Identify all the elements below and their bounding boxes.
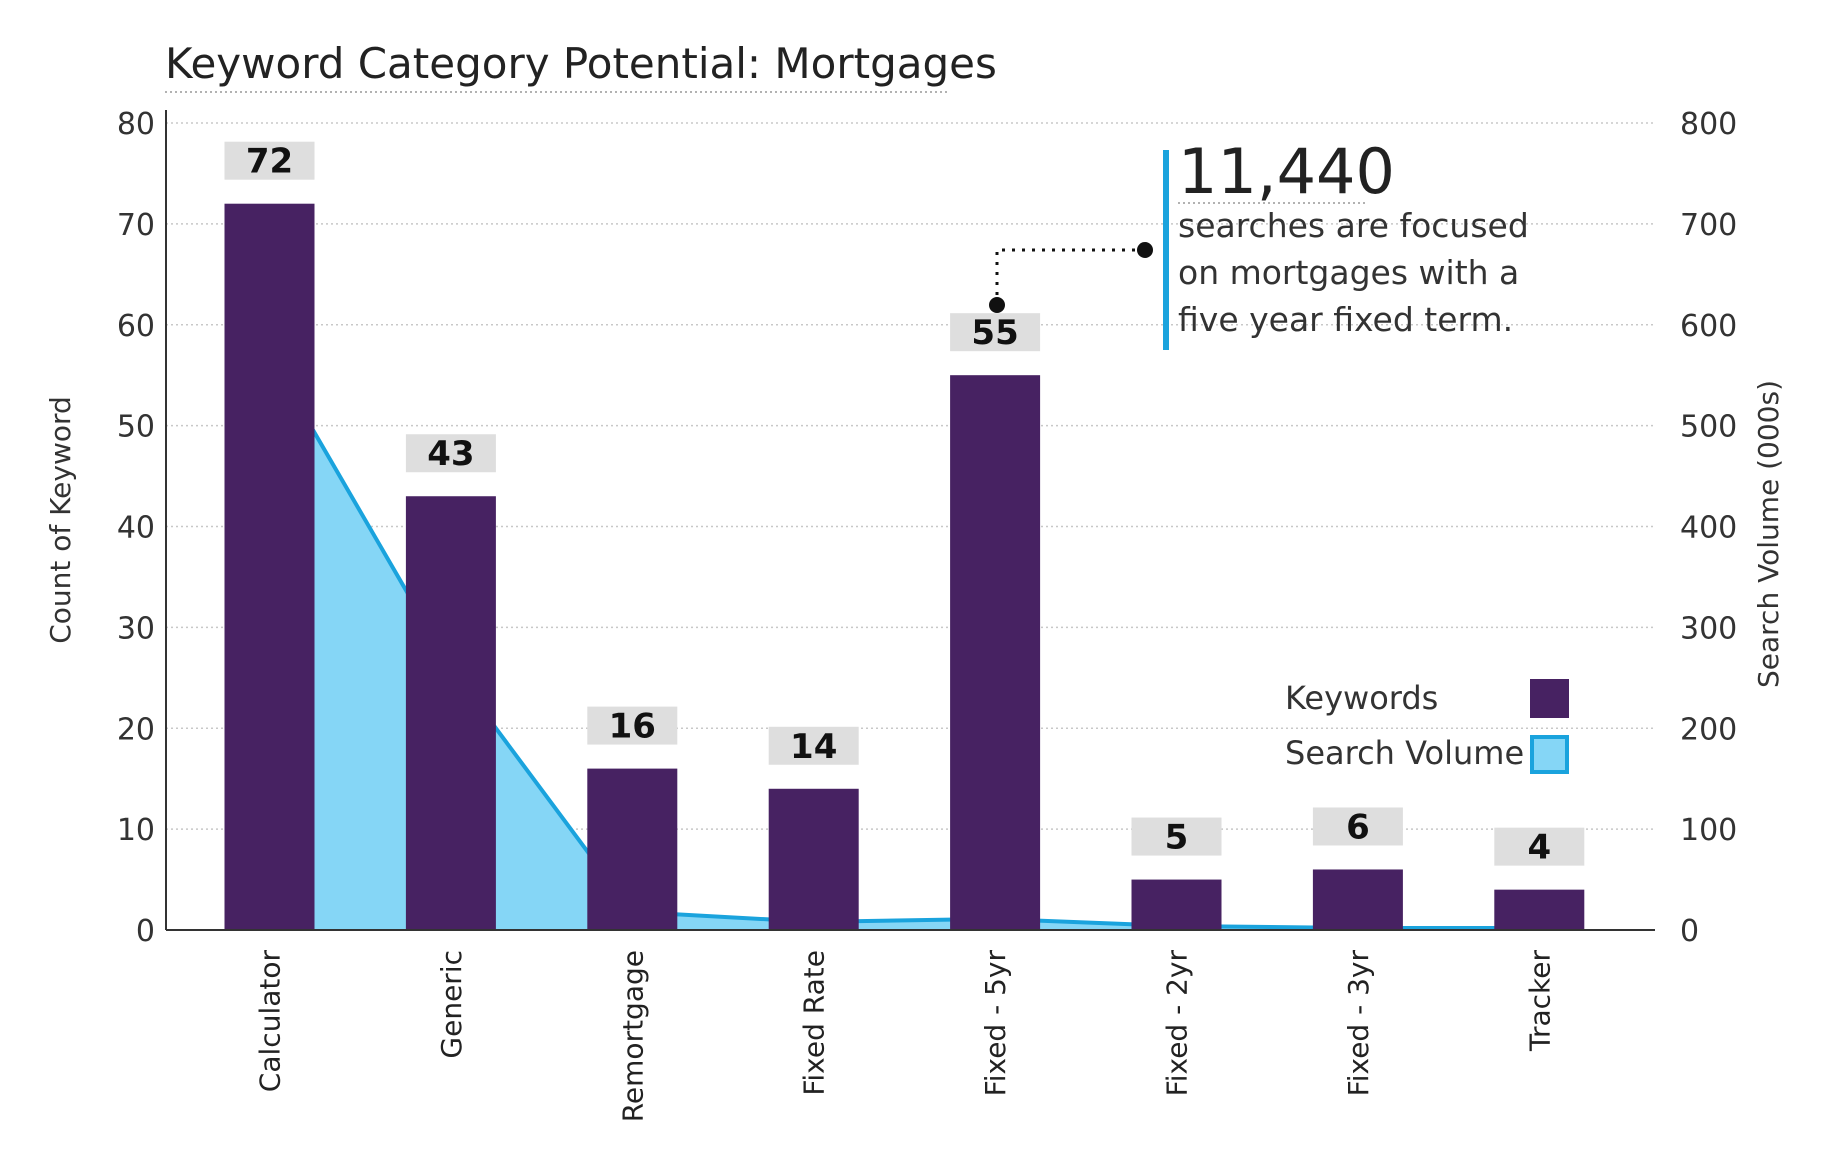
legend-label-keywords: Keywords [1285,679,1438,717]
right-tick-label: 0 [1680,914,1699,949]
bar-value-label-bg [1494,827,1585,866]
category-label: Tracker [1523,950,1556,1052]
bar-value-label: 72 [246,142,293,182]
right-axis-ticks: 0 100 200 300 400 500 600 700 800 [1680,107,1737,949]
bar-value-label-bg [587,706,678,745]
right-tick-label: 400 [1680,511,1737,546]
annotation-big-number: 11,440 [1178,135,1395,208]
chart-title: Keyword Category Potential: Mortgages [165,39,997,88]
bar-value-label-bg [1131,817,1222,856]
keyword-bar [768,788,859,930]
legend-label-search-volume: Search Volume [1285,734,1524,772]
left-tick-label: 70 [117,208,155,243]
left-axis-ticks: 0 10 20 30 40 50 60 70 80 [117,107,155,949]
category-label: Fixed - 2yr [1161,950,1194,1097]
bar-value-label-bg [950,313,1041,352]
keyword-bar [1312,869,1403,930]
keyword-bar [1131,879,1222,930]
keyword-bars-layer [224,203,1585,930]
left-tick-label: 80 [117,107,155,142]
annotation-leader-dot-end [1137,242,1153,258]
bar-value-label: 55 [971,313,1018,353]
left-tick-label: 40 [117,511,155,546]
right-axis-label: Search Volume (000s) [1752,380,1785,688]
left-tick-label: 0 [136,914,155,949]
bar-value-label-bg [1312,807,1403,846]
legend: Keywords Search Volume [1285,679,1569,774]
category-label: Remortgage [616,950,649,1122]
search-volume-area [269,355,1540,930]
legend-swatch-search-volume [1530,735,1569,774]
category-label: Fixed Rate [798,950,831,1096]
keyword-bar [405,496,496,930]
annotation-line-2: on mortgages with a [1178,253,1519,292]
annotation-line-1: searches are focused [1178,206,1529,245]
annotation-leader-line [995,248,1145,305]
bar-value-label: 14 [790,727,837,767]
category-label: Generic [435,950,468,1059]
left-tick-label: 20 [117,712,155,747]
bar-value-label-bg [405,434,496,473]
right-tick-label: 300 [1680,611,1737,646]
left-tick-label: 60 [117,309,155,344]
category-label: Fixed - 5yr [979,950,1012,1097]
right-tick-label: 200 [1680,712,1737,747]
gridlines [166,122,1655,830]
bar-value-label: 6 [1346,807,1370,847]
left-tick-label: 50 [117,410,155,445]
category-labels: Calculator Generic Remortgage Fixed Rate Fix… [254,950,1557,1123]
bar-value-label: 16 [609,707,656,747]
right-tick-label: 600 [1680,309,1737,344]
annotation-line-3: five year fixed term. [1178,300,1513,339]
left-axis-label: Count of Keyword [44,396,77,644]
annotation-callout: 11,440 searches are focused on mortgages… [989,135,1529,350]
keyword-bar [587,768,678,930]
bar-value-label: 4 [1527,828,1551,868]
legend-swatch-keywords [1530,679,1569,718]
right-tick-label: 500 [1680,410,1737,445]
bar-value-label-bg [768,726,859,765]
keyword-bar [950,375,1041,930]
left-tick-label: 30 [117,611,155,646]
category-label: Fixed - 3yr [1342,950,1375,1097]
right-tick-label: 100 [1680,813,1737,848]
bar-value-label: 5 [1165,818,1189,858]
left-tick-label: 10 [117,813,155,848]
bar-value-label-bg [224,141,315,180]
right-tick-label: 800 [1680,107,1737,142]
keyword-bar [1494,889,1585,930]
bar-value-label: 43 [427,434,474,474]
keyword-bar [224,203,315,930]
category-label: Calculator [254,950,287,1093]
annotation-leader-dot-start [989,297,1005,313]
right-tick-label: 700 [1680,208,1737,243]
